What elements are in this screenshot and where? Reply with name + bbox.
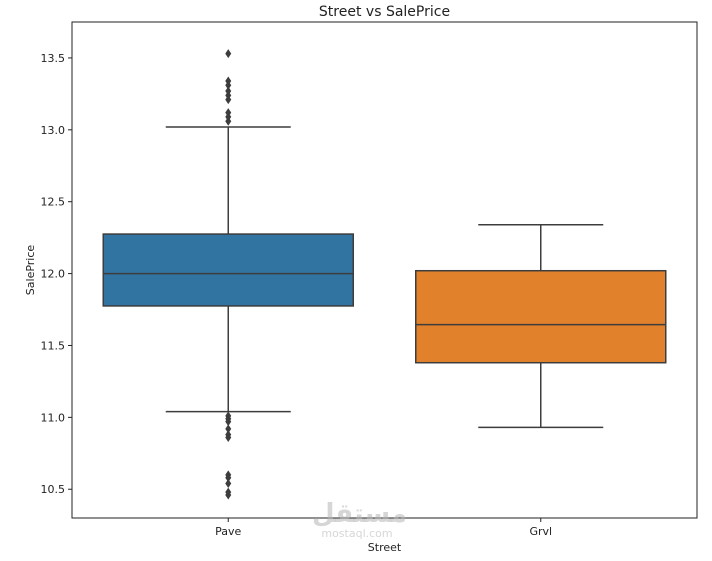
y-tick-label: 12.0: [41, 268, 66, 281]
y-tick-label: 13.5: [41, 52, 66, 65]
y-tick-label: 10.5: [41, 483, 66, 496]
chart-title: Street vs SalePrice: [319, 4, 450, 20]
y-axis-label: SalePrice: [24, 245, 37, 296]
outlier-point: [225, 432, 232, 442]
x-axis: Pave Grvl: [215, 518, 552, 538]
boxes-layer: [102, 49, 667, 500]
x-tick-label: Pave: [215, 525, 241, 538]
outlier-point: [225, 417, 232, 427]
plot-frame: [71, 21, 698, 519]
watermark: مستقل mostaql.com: [312, 499, 408, 540]
x-tick-label: Grvl: [529, 525, 552, 538]
watermark-latin: mostaql.com: [321, 527, 393, 540]
iqr-box: [102, 233, 354, 307]
iqr-box: [415, 269, 667, 364]
y-tick-label: 11.5: [41, 339, 66, 352]
x-axis-label: Street: [368, 541, 402, 554]
y-axis: 10.5 11.0 11.5 12.0 12.5 13.0 13.5: [41, 52, 72, 496]
outlier-point: [225, 490, 232, 500]
outlier-point: [225, 95, 232, 105]
box-group-pave: [102, 49, 354, 500]
y-tick-label: 12.5: [41, 196, 66, 209]
outlier-point: [225, 473, 232, 483]
y-tick-label: 13.0: [41, 124, 66, 137]
y-tick-label: 11.0: [41, 411, 66, 424]
outlier-point: [225, 80, 232, 90]
box-group-grvl: [415, 223, 667, 429]
watermark-arabic: مستقل: [312, 499, 408, 529]
outlier-point: [225, 478, 232, 488]
outlier-point: [225, 424, 232, 434]
outlier-point: [225, 116, 232, 126]
outlier-point: [225, 49, 232, 59]
